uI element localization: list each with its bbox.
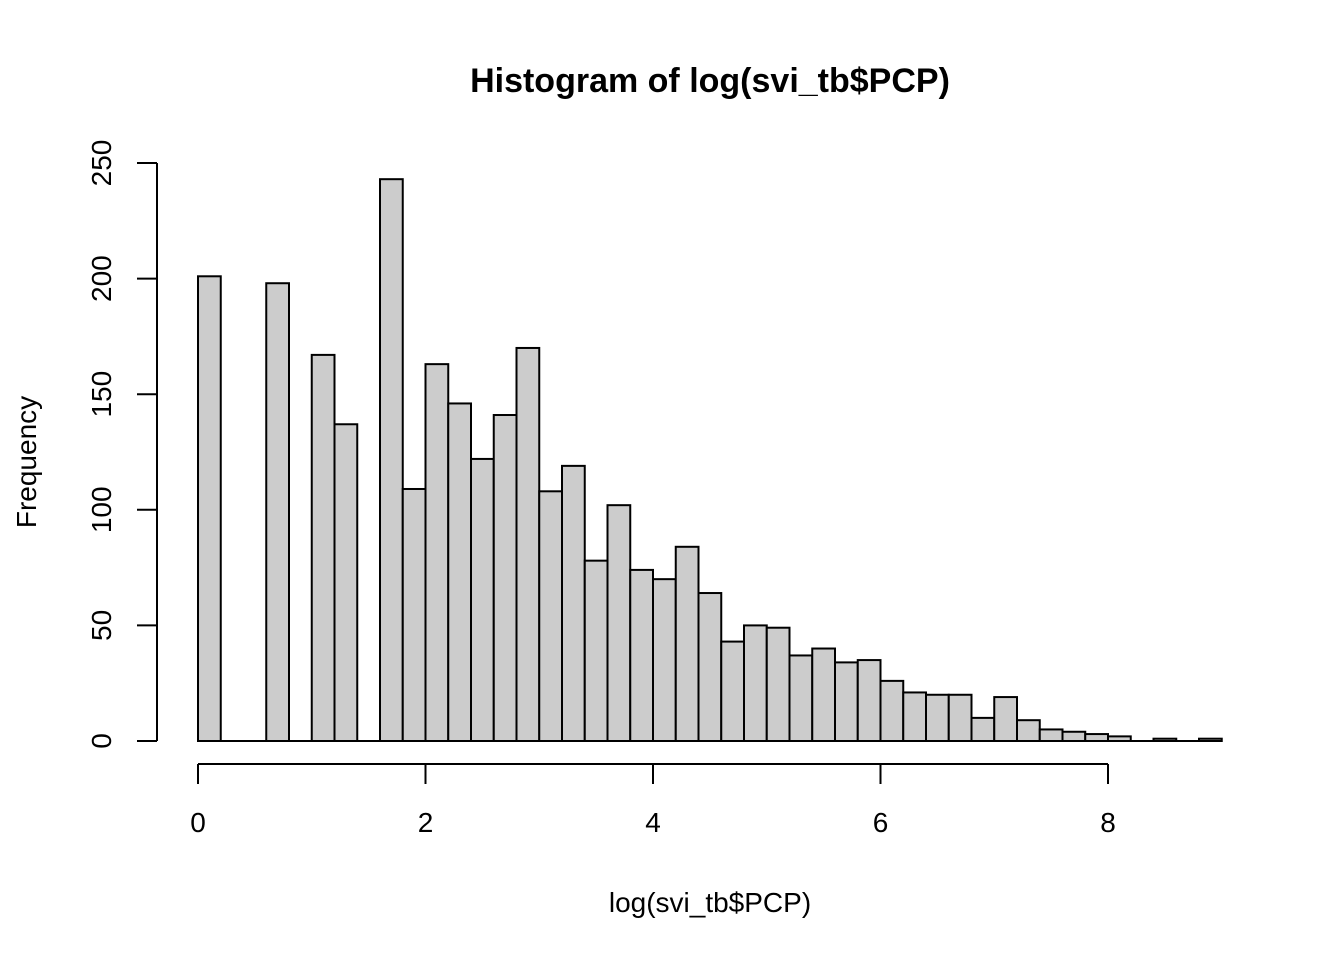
histogram-bar (1038, 728, 1064, 743)
histogram-bar (629, 568, 654, 742)
histogram-bar (1107, 735, 1132, 742)
histogram-bar (811, 647, 836, 743)
x-tick-label: 2 (418, 807, 434, 838)
histogram-bar (720, 640, 745, 742)
y-axis: 0 50 100 150 200 250 (86, 140, 158, 749)
histogram-bar (1152, 737, 1178, 742)
histogram-bar (561, 464, 586, 742)
x-axis: 0 2 4 6 8 (190, 763, 1116, 838)
histogram-bar (470, 457, 495, 742)
histogram-bar (1061, 730, 1087, 743)
bars-group (197, 178, 1223, 743)
histogram-bar (379, 178, 404, 742)
y-tick-label: 0 (86, 733, 117, 749)
histogram-bar (879, 679, 905, 742)
x-tick-label: 4 (645, 807, 661, 838)
histogram-bar (538, 490, 563, 742)
y-axis-label: Frequency (11, 396, 42, 528)
histogram-bar (1084, 733, 1109, 743)
histogram-bar (743, 624, 768, 743)
histogram-bar (993, 696, 1018, 743)
histogram-bar (447, 402, 472, 742)
histogram-bar (606, 504, 632, 742)
histogram-bar (1198, 737, 1223, 742)
histogram-bar (970, 716, 996, 743)
x-tick-label: 6 (873, 807, 889, 838)
histogram-bar (652, 578, 677, 742)
histogram-bar (856, 659, 882, 743)
histogram-bar (401, 487, 427, 742)
histogram-bar (197, 275, 222, 742)
histogram-bar (674, 545, 700, 742)
histogram-bar (765, 626, 791, 742)
y-tick-label: 100 (86, 486, 117, 533)
histogram-bar (1016, 719, 1041, 743)
chart-title: Histogram of log(svi_tb$PCP) (470, 62, 950, 100)
y-tick-label: 50 (86, 610, 117, 641)
histogram-bar (424, 363, 450, 742)
histogram-bar (515, 346, 541, 742)
histogram-bar (788, 654, 814, 742)
y-tick-label: 250 (86, 140, 117, 187)
y-tick-label: 150 (86, 371, 117, 418)
histogram-bar (583, 559, 609, 742)
histogram-bar (333, 423, 359, 742)
x-tick-label: 0 (190, 807, 206, 838)
histogram-bar (697, 592, 723, 742)
x-axis-label: log(svi_tb$PCP) (609, 887, 811, 918)
histogram-bar (492, 414, 518, 742)
histogram-bar (265, 282, 290, 742)
histogram-bar (902, 691, 927, 742)
histogram-bar (925, 693, 950, 743)
histogram-bar (310, 353, 336, 742)
histogram-bar (834, 661, 859, 743)
histogram-bar (947, 693, 973, 743)
x-tick-label: 8 (1100, 807, 1116, 838)
y-tick-label: 200 (86, 255, 117, 302)
